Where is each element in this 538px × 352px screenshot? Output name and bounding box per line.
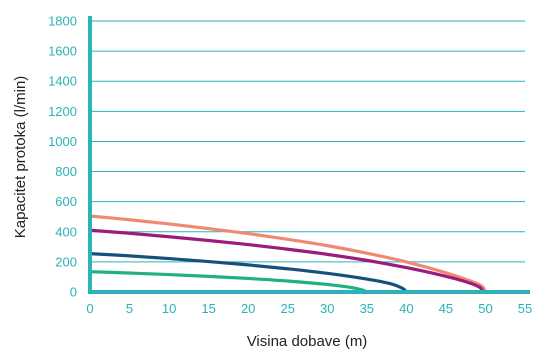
x-tick-label: 20 <box>241 301 255 316</box>
x-tick-label: 10 <box>162 301 176 316</box>
x-tick-label: 0 <box>86 301 93 316</box>
y-axis-title: Kapacitet protoka (l/min) <box>12 76 29 239</box>
x-tick-labels: 0 5 10 15 20 25 30 35 40 45 50 55 <box>86 301 532 316</box>
y-tick-label: 1600 <box>48 44 77 59</box>
y-tick-label: 800 <box>55 164 77 179</box>
y-tick-label: 0 <box>70 285 77 300</box>
y-tick-label: 600 <box>55 194 77 209</box>
x-tick-label: 35 <box>360 301 374 316</box>
x-tick-label: 30 <box>320 301 334 316</box>
x-tick-label: 15 <box>201 301 215 316</box>
data-series <box>90 216 485 292</box>
x-tick-label: 40 <box>399 301 413 316</box>
x-tick-label: 5 <box>126 301 133 316</box>
y-tick-label: 200 <box>55 254 77 269</box>
y-tick-label: 1800 <box>48 14 77 29</box>
y-tick-label: 400 <box>55 224 77 239</box>
y-tick-label: 1400 <box>48 74 77 89</box>
x-tick-label: 55 <box>518 301 532 316</box>
grid-lines <box>90 21 525 262</box>
x-tick-label: 50 <box>478 301 492 316</box>
x-tick-label: 45 <box>439 301 453 316</box>
y-tick-labels: 0 200 400 600 800 1000 1200 1400 1600 1800 <box>48 14 77 300</box>
x-tick-label: 25 <box>280 301 294 316</box>
y-tick-label: 1000 <box>48 134 77 149</box>
x-axis-title: Visina dobave (m) <box>247 333 368 350</box>
series-line-4 <box>90 272 367 292</box>
y-tick-label: 1200 <box>48 104 77 119</box>
